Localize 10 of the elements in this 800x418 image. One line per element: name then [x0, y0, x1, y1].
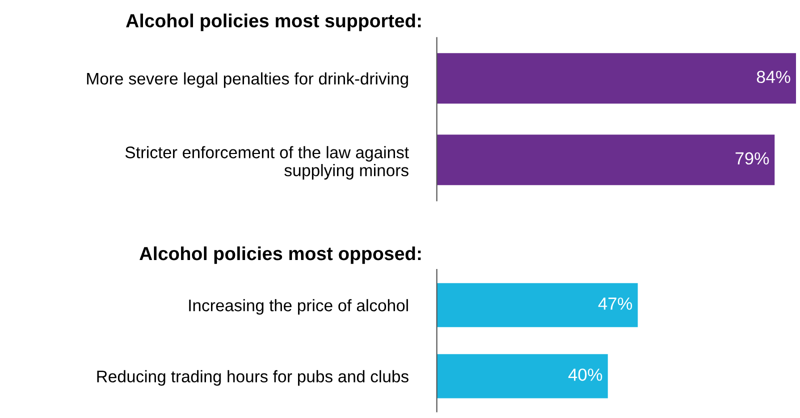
data-label: 84%: [756, 70, 790, 84]
data-label: 79%: [736, 152, 769, 165]
y-tick-label: Stricter enforcement of the law against supplying minors: [125, 146, 409, 180]
data-label: 47%: [598, 298, 632, 310]
text: Alcohol policies most supported:: [126, 14, 421, 32]
y-tick-label: Reducing trading hours for pubs and clubs: [97, 370, 408, 386]
text: Alcohol policies most opposed:: [140, 246, 421, 264]
data-label: 40%: [568, 368, 602, 381]
y-tick-label: More severe legal penalties for drink-driving: [87, 72, 408, 88]
y-tick-label: Increasing the price of alcohol: [189, 299, 408, 315]
